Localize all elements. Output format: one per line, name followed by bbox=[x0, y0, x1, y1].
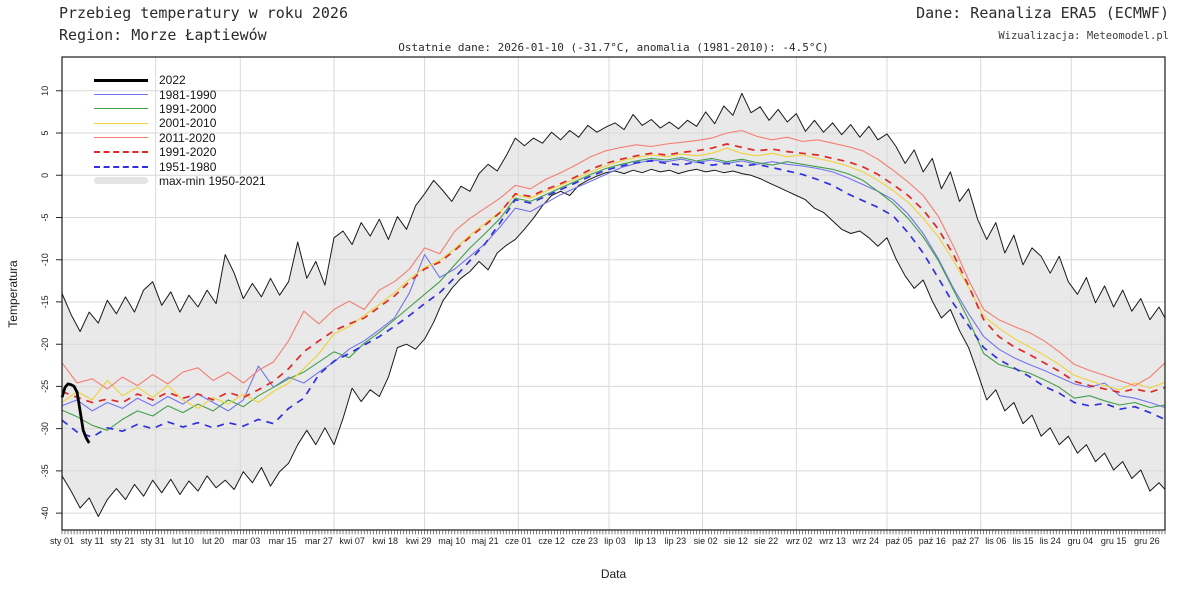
x-tick-label: lip 03 bbox=[604, 536, 626, 546]
x-tick-label: cze 01 bbox=[505, 536, 532, 546]
legend-item-2011-2020: 2011-2020 bbox=[94, 131, 266, 145]
legend-label: 2001-2010 bbox=[159, 116, 217, 131]
x-tick-label: sty 01 bbox=[50, 536, 74, 546]
visualization-credit: Wizualizacja: Meteomodel.pl bbox=[998, 30, 1169, 42]
page-title: Przebieg temperatury w roku 2026 bbox=[59, 4, 348, 22]
x-axis-title: Data bbox=[600, 567, 627, 581]
legend-swatch bbox=[94, 108, 148, 110]
legend-swatch bbox=[94, 94, 148, 96]
legend-label: 1951-1980 bbox=[159, 159, 217, 174]
x-tick-label: lut 20 bbox=[202, 536, 224, 546]
y-tick-label: -40 bbox=[40, 507, 50, 520]
x-tick-label: paź 16 bbox=[919, 536, 946, 546]
series-1981-1990-line bbox=[61, 158, 1166, 412]
legend-item-1951-1980: 1951-1980 bbox=[94, 159, 266, 173]
region-subtitle: Region: Morze Łaptiewów bbox=[59, 26, 267, 44]
legend-item-max-min-1950-2021: max-min 1950-2021 bbox=[94, 174, 266, 188]
x-tick-label: wrz 02 bbox=[785, 536, 813, 546]
legend-item-1981-1990: 1981-1990 bbox=[94, 87, 266, 101]
legend-item-1991-2020: 1991-2020 bbox=[94, 145, 266, 159]
x-tick-label: mar 27 bbox=[305, 536, 333, 546]
legend-item-1991-2000: 1991-2000 bbox=[94, 102, 266, 116]
record-min-line bbox=[61, 168, 1166, 517]
legend-swatch bbox=[94, 165, 148, 168]
record-max-line bbox=[61, 92, 1166, 332]
x-axis-ticks bbox=[61, 530, 1166, 535]
last-data-annotation: Ostatnie dane: 2026-01-10 (-31.7°C, anom… bbox=[398, 41, 829, 54]
legend-label: 1981-1990 bbox=[159, 87, 217, 102]
series-1991-2020-line bbox=[61, 143, 1166, 404]
x-tick-label: kwi 29 bbox=[406, 536, 432, 546]
plot-border bbox=[61, 56, 1166, 531]
x-tick-label: sie 02 bbox=[694, 536, 718, 546]
x-tick-label: lut 10 bbox=[172, 536, 194, 546]
y-tick-label: -15 bbox=[40, 295, 50, 308]
series-1991-2000-line bbox=[61, 156, 1166, 431]
x-tick-label: gru 15 bbox=[1101, 536, 1127, 546]
x-tick-label: lis 15 bbox=[1012, 536, 1033, 546]
y-tick-label: 10 bbox=[40, 86, 50, 96]
legend-item-2022: 2022 bbox=[94, 73, 266, 87]
x-tick-label: paź 05 bbox=[886, 536, 913, 546]
legend-label: max-min 1950-2021 bbox=[159, 173, 266, 188]
legend-label: 2011-2020 bbox=[159, 130, 216, 145]
series-2022-line bbox=[60, 382, 91, 444]
legend-item-2001-2010: 2001-2010 bbox=[94, 116, 266, 130]
x-tick-label: paź 27 bbox=[952, 536, 979, 546]
x-tick-label: lip 23 bbox=[665, 536, 687, 546]
x-tick-label: kwi 18 bbox=[373, 536, 399, 546]
y-tick-label: -20 bbox=[40, 338, 50, 351]
y-tick-label: -30 bbox=[40, 422, 50, 435]
x-tick-label: sie 12 bbox=[724, 536, 748, 546]
y-axis-ticks bbox=[56, 90, 62, 514]
legend-swatch bbox=[94, 78, 148, 82]
x-tick-label: maj 10 bbox=[438, 536, 465, 546]
x-tick-label: kwi 07 bbox=[339, 536, 365, 546]
legend-swatch bbox=[94, 137, 148, 139]
legend-swatch bbox=[94, 151, 148, 154]
y-tick-label: 0 bbox=[40, 173, 50, 178]
x-tick-label: cze 23 bbox=[572, 536, 599, 546]
series-2011-2020-line bbox=[61, 129, 1166, 390]
x-tick-label: mar 03 bbox=[232, 536, 260, 546]
legend-swatch bbox=[94, 122, 148, 124]
chart-legend: 2022 1981-1990 1991-2000 2001-2010 2011-2020… bbox=[94, 73, 266, 188]
x-tick-label: wrz 13 bbox=[818, 536, 846, 546]
x-tick-label: sty 31 bbox=[141, 536, 165, 546]
legend-label: 1991-2020 bbox=[159, 145, 217, 160]
x-tick-label: lip 13 bbox=[634, 536, 656, 546]
y-tick-label: -10 bbox=[40, 253, 50, 266]
x-tick-label: gru 26 bbox=[1134, 536, 1160, 546]
x-tick-label: lis 06 bbox=[985, 536, 1006, 546]
x-tick-label: wrz 24 bbox=[852, 536, 880, 546]
x-tick-label: mar 15 bbox=[269, 536, 297, 546]
x-tick-label: sie 22 bbox=[754, 536, 778, 546]
y-tick-label: -5 bbox=[40, 213, 50, 221]
data-source-label: Dane: Reanaliza ERA5 (ECMWF) bbox=[916, 4, 1169, 22]
x-tick-label: lis 24 bbox=[1040, 536, 1061, 546]
grid bbox=[62, 57, 1165, 530]
y-tick-label: -25 bbox=[40, 380, 50, 393]
y-tick-label: -35 bbox=[40, 464, 50, 477]
legend-swatch bbox=[94, 177, 148, 185]
x-tick-label: sty 21 bbox=[110, 536, 134, 546]
y-axis-title: Temperatura bbox=[6, 260, 20, 328]
x-tick-label: gru 04 bbox=[1068, 536, 1094, 546]
y-tick-label: 5 bbox=[40, 130, 50, 135]
x-axis-labels: sty 01 sty 11 sty 21 sty 31 lut 10 lut 20 mar … bbox=[50, 536, 1160, 546]
x-tick-label: sty 11 bbox=[81, 536, 104, 546]
legend-label: 1991-2000 bbox=[159, 101, 217, 116]
series-1951-1980-line bbox=[61, 160, 1166, 438]
y-axis-labels: 10 5 0 -5 -10 -15 -20 -25 -30 -35 -40 bbox=[40, 86, 50, 520]
x-tick-label: maj 21 bbox=[472, 536, 499, 546]
x-tick-label: cze 12 bbox=[538, 536, 565, 546]
maxmin-band bbox=[62, 93, 1165, 517]
legend-label: 2022 bbox=[159, 73, 186, 88]
